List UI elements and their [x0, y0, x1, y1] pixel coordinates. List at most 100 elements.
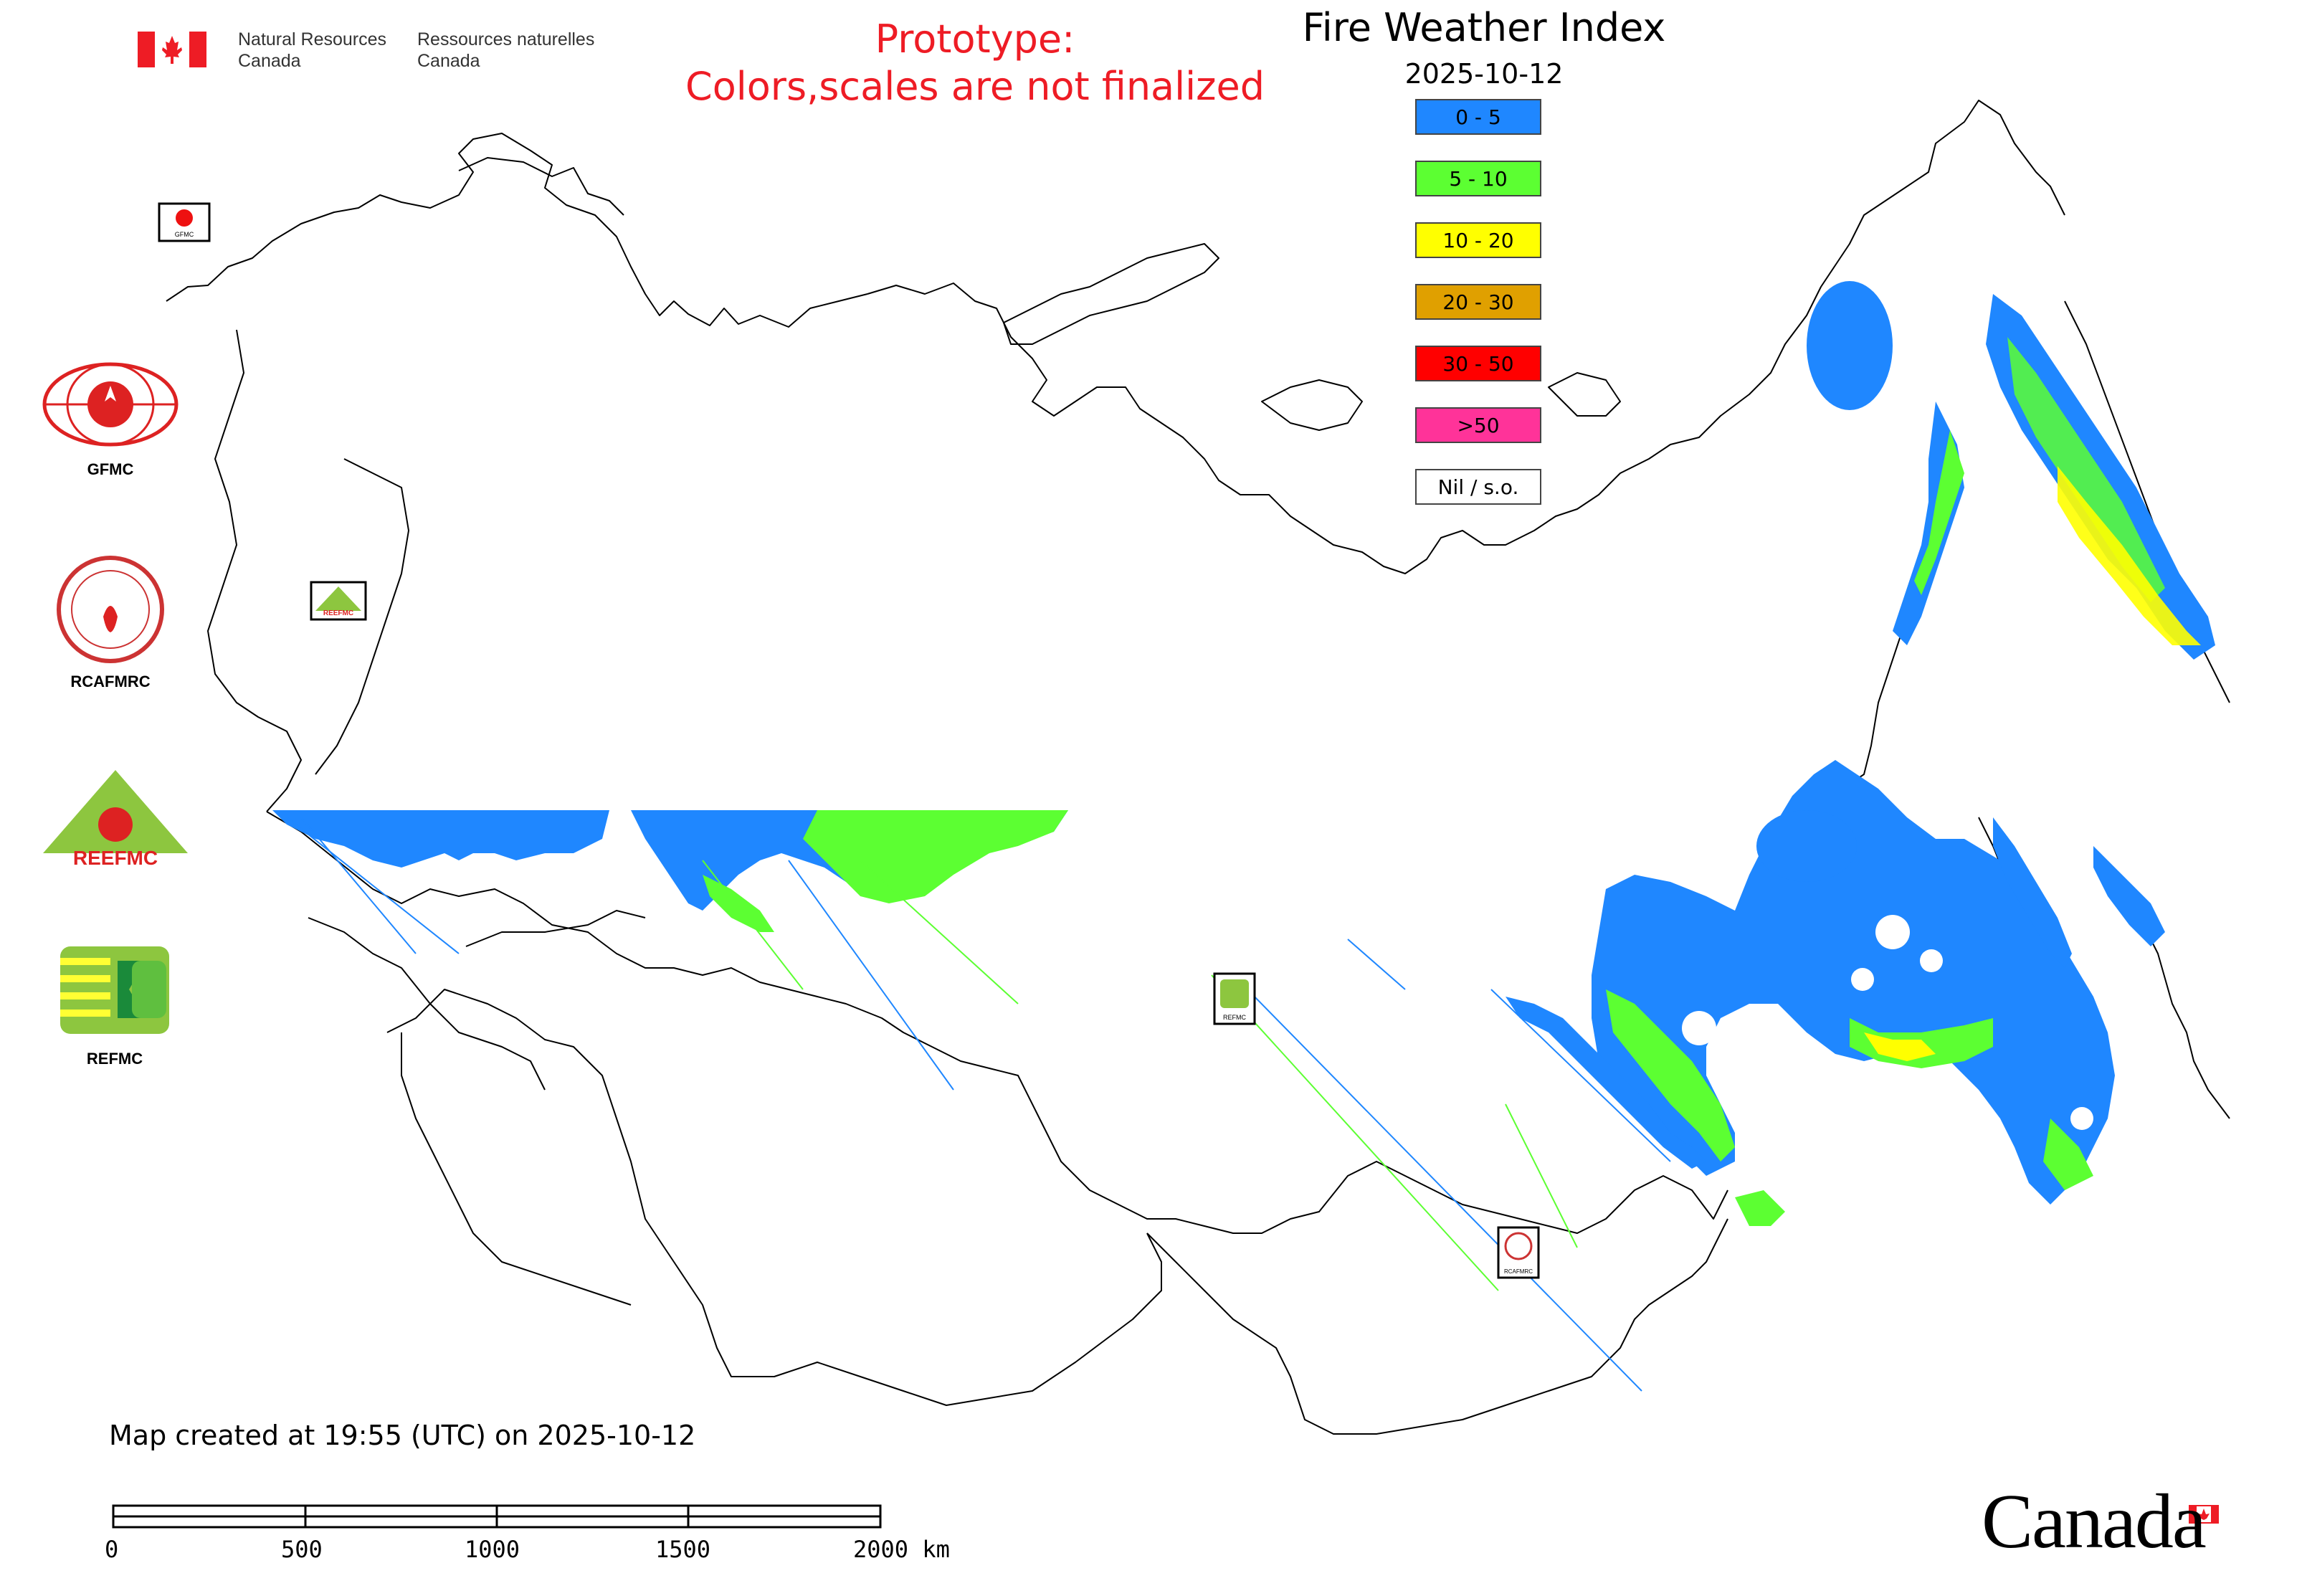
- canada-wordmark-flag-icon: [2189, 1505, 2219, 1524]
- fwi-cell-sakhalin: [1993, 817, 2072, 968]
- scale-label-500: 500: [281, 1536, 323, 1563]
- logo-reefmc: REEFMC: [40, 767, 191, 870]
- fwi-cell-sakhalin-east: [2093, 846, 2165, 946]
- legend-item-30-50: 30 - 50: [1415, 346, 1541, 381]
- prototype-line-1: Prototype:: [875, 16, 1075, 62]
- fwi-streak: [286, 817, 460, 954]
- border-internal: [465, 910, 646, 947]
- border-mongolia: [1146, 1218, 1728, 1435]
- logo-rcafmrc: RCAFMRC: [53, 552, 168, 691]
- fwi-streak: [702, 860, 804, 990]
- legend-item-5-10: 5 - 10: [1415, 161, 1541, 196]
- fwi-cell-amur-yellow: [1864, 1032, 1936, 1061]
- coastline-novaya-zemlya: [1003, 243, 1219, 345]
- logo-refmc-caption: REFMC: [86, 1050, 143, 1068]
- fwi-streaks: [286, 817, 1671, 1392]
- fwi-hole: [1920, 949, 1943, 972]
- fwi-streak: [300, 817, 417, 954]
- gfmc-emblem-icon: [42, 362, 179, 447]
- agency-name-fr-line2: Canada: [417, 51, 480, 71]
- marker-refmc-emblem: [1220, 979, 1249, 1008]
- fwi-hole: [1682, 1011, 1716, 1045]
- marker-gfmc-emblem: [176, 209, 193, 227]
- legend-item-10-20: 10 - 20: [1415, 222, 1541, 258]
- fwi-hole: [2070, 1107, 2093, 1130]
- border-west: [207, 329, 302, 812]
- legend-label: >50: [1457, 413, 1500, 437]
- scale-bar-seg: [304, 1515, 498, 1529]
- map-date: 2025-10-12: [1404, 58, 1564, 90]
- coastline-pacific: [1842, 616, 1908, 789]
- logo-rcafmrc-caption: RCAFMRC: [70, 673, 151, 690]
- marker-refmc-label: REFMC: [1223, 1014, 1246, 1021]
- fwi-cell-west-green-2: [703, 875, 774, 932]
- coastline-arctic: [867, 100, 2065, 574]
- scale-label-1000: 1000: [465, 1536, 520, 1563]
- coastline-kola: [458, 157, 624, 216]
- agency-name-en-line1: Natural Resources: [238, 29, 387, 49]
- logo-gfmc-caption: GFMC: [87, 460, 134, 478]
- legend-item-0-5: 0 - 5: [1415, 99, 1541, 135]
- country-borders: [166, 100, 2230, 1435]
- legend-label: 20 - 30: [1442, 290, 1514, 314]
- logo-refmc: REFMC: [57, 944, 172, 1068]
- map-created-note: Map created at 19:55 (UTC) on 2025-10-12: [109, 1420, 696, 1451]
- legend-item-20-30: 20 - 30: [1415, 284, 1541, 320]
- marker-gfmc-label: GFMC: [175, 231, 194, 238]
- coastline-scandinavia: [166, 133, 868, 328]
- legend-label: 5 - 10: [1449, 166, 1508, 191]
- scale-bar-seg: [112, 1504, 307, 1518]
- canada-wordmark: Canada: [1982, 1479, 2207, 1564]
- fwi-cell-chukotka: [1807, 281, 1893, 410]
- border-caspian: [401, 1032, 632, 1306]
- legend-label: 10 - 20: [1442, 228, 1514, 252]
- prototype-line-2: Colors,scales are not finalized: [685, 64, 1265, 109]
- border-russia-south: [266, 811, 1728, 1234]
- border-central-asia: [386, 989, 1162, 1406]
- fwi-cell-amur-green-1: [1606, 989, 1735, 1162]
- scale-label-1500: 1500: [655, 1536, 711, 1563]
- scale-bar: [112, 1504, 882, 1529]
- fwi-raster: [272, 281, 2215, 1226]
- marker-rcafmrc-label: RCAFMRC: [1504, 1268, 1533, 1275]
- fwi-cell-baikal: [1506, 997, 1706, 1169]
- svg-text:REEFMC: REEFMC: [73, 847, 158, 868]
- fwi-cell-kamchatka-yellow: [2058, 466, 2201, 645]
- reefmc-emblem-icon: REEFMC: [43, 770, 188, 869]
- coastline-arctic-islands: [1261, 379, 1363, 431]
- fwi-streak: [1347, 939, 1406, 990]
- legend-label: 30 - 50: [1442, 351, 1514, 376]
- fwi-streak: [1247, 989, 1642, 1392]
- canada-flag-icon: [138, 32, 206, 67]
- fwi-hole: [1875, 915, 1910, 949]
- fwi-cell-magadan: [1756, 810, 1857, 882]
- fwi-cell-west-band-1: [272, 810, 609, 868]
- legend-label: Nil / s.o.: [1437, 475, 1519, 499]
- legend-label: 0 - 5: [1455, 105, 1501, 129]
- border-west-inner: [315, 458, 409, 775]
- coastline-new-siberian: [1548, 372, 1621, 417]
- fwi-streak: [860, 860, 1019, 1004]
- marker-reefmc-emblem: [315, 586, 361, 611]
- border-caucasus: [308, 917, 546, 1091]
- scale-label-2000: 2000 km: [853, 1536, 950, 1563]
- fwi-streak: [1490, 989, 1671, 1162]
- legend-item-over-50: >50: [1415, 407, 1541, 443]
- agency-name-en: Natural Resources Canada: [238, 29, 386, 72]
- fwi-hole: [1851, 968, 1874, 991]
- prototype-notice: Prototype: Colors,scales are not finaliz…: [631, 16, 1319, 110]
- agency-name-en-line2: Canada: [238, 51, 301, 71]
- scale-label-0: 0: [105, 1536, 119, 1563]
- agency-name-fr: Ressources naturelles Canada: [417, 29, 594, 72]
- agency-name-fr-line1: Ressources naturelles: [417, 29, 595, 49]
- fwi-cell-kamchatka-green: [2007, 337, 2165, 602]
- fwi-cell-okhotsk: [1893, 402, 1964, 645]
- fwi-cell-amur-green-3: [2043, 1118, 2093, 1190]
- fwi-cell-west-green: [803, 810, 1068, 903]
- fwi-cell-okhotsk-green: [1914, 430, 1964, 595]
- fwi-streak: [788, 860, 954, 1091]
- logo-gfmc: GFMC: [39, 361, 182, 479]
- marker-rcafmrc-emblem: [1504, 1232, 1533, 1260]
- fwi-streak: [1505, 1103, 1578, 1248]
